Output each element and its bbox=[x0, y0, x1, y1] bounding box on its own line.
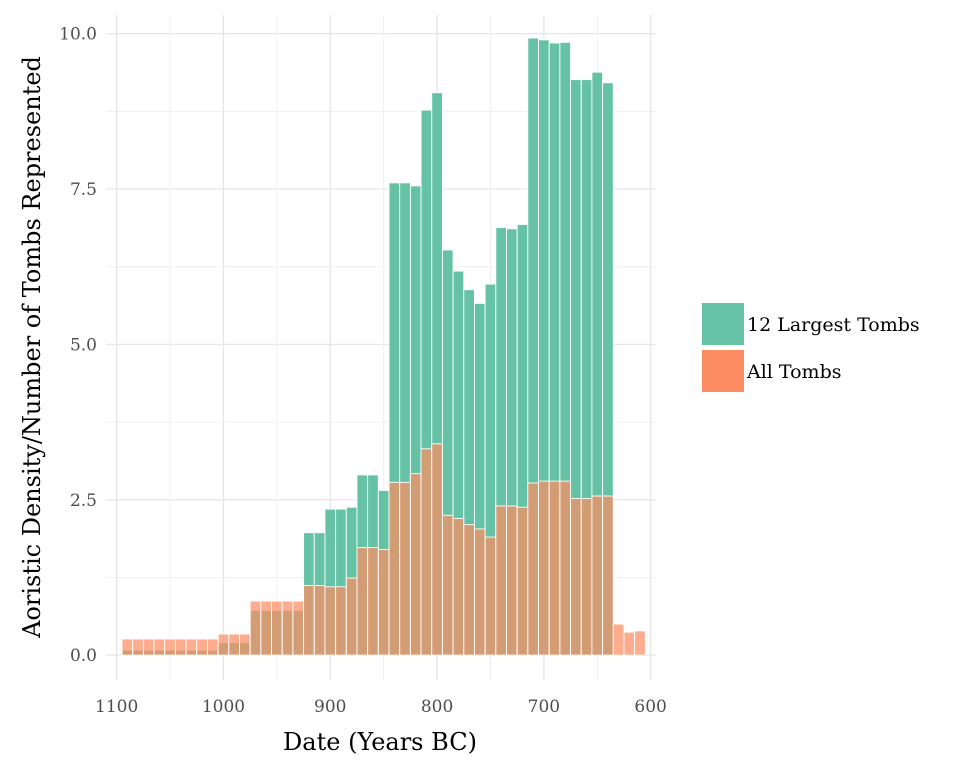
bar bbox=[260, 600, 272, 656]
bar bbox=[495, 505, 507, 656]
bar bbox=[409, 473, 422, 656]
x-tick-label: 900 bbox=[314, 697, 346, 717]
x-axis-title: Date (Years BC) bbox=[283, 728, 477, 756]
y-tick-label: 0.0 bbox=[70, 646, 97, 666]
bar bbox=[473, 528, 486, 656]
bar bbox=[132, 638, 144, 656]
bar bbox=[463, 524, 475, 656]
bar bbox=[271, 600, 283, 656]
y-tick-label: 2.5 bbox=[70, 491, 97, 511]
bar bbox=[388, 481, 401, 656]
bar bbox=[207, 638, 219, 656]
bar bbox=[399, 481, 411, 656]
bar bbox=[313, 585, 326, 656]
bar bbox=[634, 630, 646, 656]
bar bbox=[303, 585, 315, 656]
bar bbox=[185, 638, 198, 656]
bar bbox=[249, 600, 262, 656]
bar bbox=[441, 514, 454, 656]
legend-label: 12 Largest Tombs bbox=[747, 314, 920, 336]
bar bbox=[431, 443, 443, 656]
x-tick-label: 1100 bbox=[95, 697, 138, 717]
bar bbox=[506, 505, 518, 656]
y-tick-label: 5.0 bbox=[70, 335, 97, 355]
bar bbox=[623, 631, 636, 656]
bar bbox=[612, 623, 625, 656]
y-tick-label: 10.0 bbox=[59, 25, 97, 45]
series-all-tombs bbox=[121, 443, 646, 656]
legend-label: All Tombs bbox=[746, 361, 841, 383]
bar bbox=[356, 547, 369, 656]
bar bbox=[239, 633, 251, 656]
bar bbox=[484, 536, 497, 656]
y-axis-tick-labels: 0.0 2.5 5.0 7.5 10.0 bbox=[59, 25, 97, 666]
bar bbox=[345, 577, 358, 656]
bar bbox=[527, 482, 539, 656]
y-tick-label: 7.5 bbox=[70, 180, 97, 200]
bar bbox=[516, 506, 529, 656]
bar bbox=[142, 638, 155, 656]
bar bbox=[570, 498, 582, 656]
bar bbox=[538, 480, 550, 656]
bar bbox=[121, 638, 134, 656]
bar bbox=[452, 517, 465, 656]
bar bbox=[217, 633, 230, 656]
bar bbox=[335, 586, 347, 656]
bar bbox=[548, 480, 561, 656]
legend-key bbox=[702, 303, 744, 345]
y-axis-title: Aoristic Density/Number of Tombs Represe… bbox=[18, 56, 46, 639]
legend: 12 Largest Tombs All Tombs bbox=[702, 303, 920, 392]
bar bbox=[196, 638, 208, 656]
bar bbox=[580, 498, 593, 656]
bar bbox=[420, 448, 433, 656]
x-tick-label: 600 bbox=[634, 697, 666, 717]
x-axis-tick-labels: 1100 1000 900 800 700 600 bbox=[95, 697, 667, 717]
bar bbox=[164, 638, 176, 656]
legend-key bbox=[702, 350, 744, 392]
bar bbox=[228, 633, 240, 656]
bar bbox=[559, 480, 572, 656]
bar bbox=[377, 549, 390, 656]
bar bbox=[281, 600, 294, 656]
bar bbox=[174, 638, 187, 656]
bar bbox=[367, 547, 379, 656]
bar bbox=[324, 586, 337, 656]
bar bbox=[153, 638, 166, 656]
bar bbox=[602, 495, 614, 656]
x-tick-label: 1000 bbox=[202, 697, 245, 717]
bar bbox=[591, 495, 604, 656]
x-tick-label: 700 bbox=[528, 697, 560, 717]
x-tick-label: 800 bbox=[421, 697, 453, 717]
bar bbox=[292, 600, 305, 656]
